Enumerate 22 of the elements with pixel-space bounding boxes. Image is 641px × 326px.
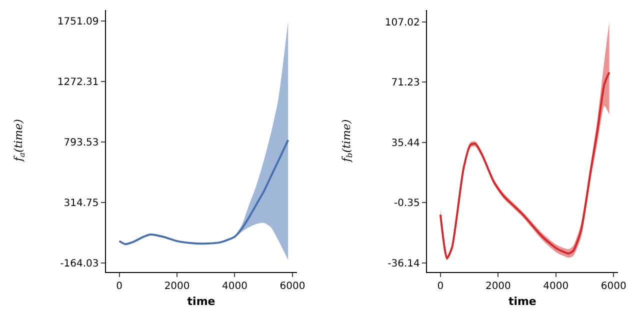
y-tick-label: 793.53 bbox=[64, 138, 99, 149]
x-axis-title: time bbox=[508, 295, 536, 308]
x-tick-label: 2000 bbox=[485, 281, 511, 292]
line-series bbox=[439, 71, 610, 260]
x-tick-label: 4000 bbox=[543, 281, 569, 292]
x-tick-label: 6000 bbox=[600, 281, 626, 292]
y-tick-label: 71.23 bbox=[391, 78, 420, 89]
y-tick-label: 1751.09 bbox=[57, 16, 99, 28]
y-tick-label: 314.75 bbox=[64, 198, 99, 210]
x-axis-title: time bbox=[187, 295, 216, 308]
y-tick-label: -164.03 bbox=[60, 258, 99, 270]
y-tick-label: 107.02 bbox=[384, 17, 420, 28]
x-tick-label: 0 bbox=[116, 281, 123, 292]
x-tick-label: 4000 bbox=[222, 281, 248, 292]
y-tick-label: 1272.31 bbox=[57, 77, 99, 88]
x-tick-label: 2000 bbox=[164, 281, 190, 292]
line-series bbox=[118, 139, 290, 246]
y-tick-label: -36.14 bbox=[388, 258, 420, 270]
y-tick-label: 35.44 bbox=[391, 138, 420, 149]
y-tick-label: -0.35 bbox=[394, 198, 420, 210]
x-tick-label: 6000 bbox=[280, 281, 306, 292]
x-tick-label: 0 bbox=[437, 281, 444, 292]
